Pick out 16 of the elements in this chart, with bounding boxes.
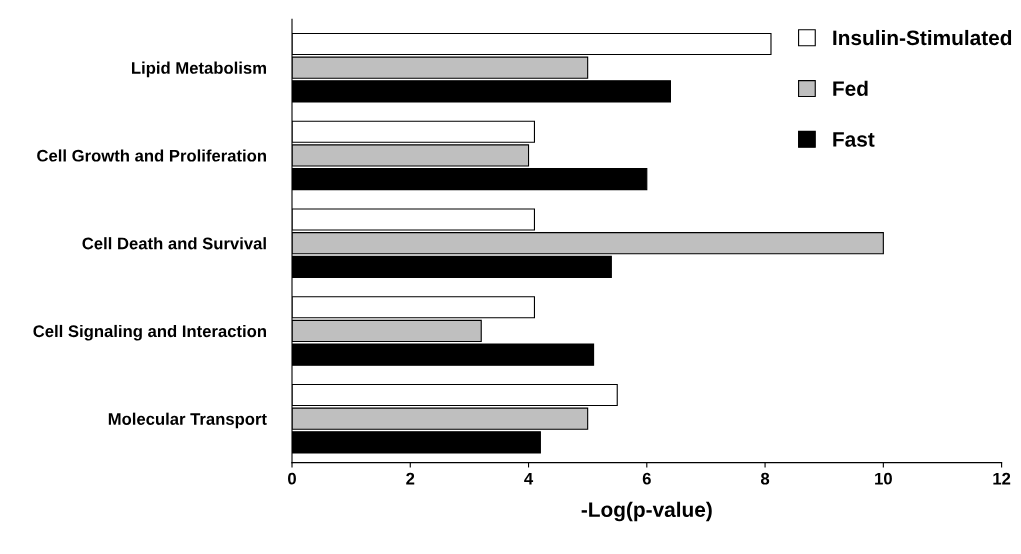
x-tick-label: 6 (642, 472, 651, 485)
legend-label: Insulin-Stimulated (833, 29, 1012, 46)
y-tick-label: Molecular Transport (108, 412, 267, 429)
x-tick-label: 2 (406, 472, 415, 485)
y-tick-label: Cell Growth and Proliferation (37, 149, 266, 162)
x-tick-label: 4 (524, 472, 534, 485)
y-tick-label: Cell Signaling and Interaction (33, 324, 266, 341)
y-tick-label: Lipid Metabolism (132, 61, 266, 78)
legend-label: Fed (833, 80, 868, 96)
x-axis-title: -Log(p-value) (581, 501, 712, 522)
legend-label: Fast (833, 132, 875, 147)
x-tick-label: 10 (875, 472, 892, 485)
x-tick-label: 0 (288, 472, 296, 485)
y-tick-label: Cell Death and Survival (82, 237, 266, 250)
x-tick-label: 8 (760, 472, 770, 485)
x-tick-label: 12 (993, 472, 1011, 485)
